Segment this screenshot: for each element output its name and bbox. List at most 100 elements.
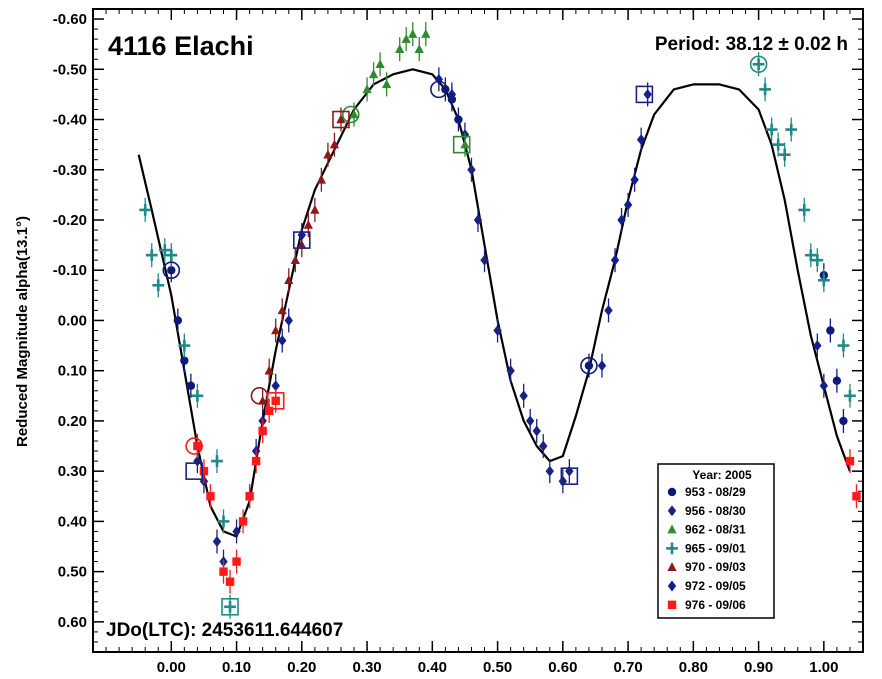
data-point [251,456,261,466]
legend-label: 972 - 09/05 [685,579,746,593]
data-point [284,314,293,326]
data-point [212,536,222,547]
x-tick-label: 0.50 [483,659,512,676]
y-tick-label: 0.10 [58,363,87,380]
legend-marker [667,600,677,609]
y-tick-label: 0.50 [58,564,87,581]
data-point [284,275,294,285]
data-point [597,360,607,372]
data-point [375,59,385,69]
legend-label: 956 - 08/30 [685,504,746,518]
data-point [752,58,765,71]
y-tick-label: 0.60 [58,614,87,631]
data-point [193,441,202,451]
highlight-circle [341,105,360,124]
data-point [158,244,171,257]
legend-marker [666,542,678,555]
ticks-layer: 0.00 0.10 0.20 0.30 0.40 0.50 0.60 0.70 0.80 0.90… [53,8,863,676]
highlight-circle [749,55,768,74]
legend-label: 965 - 09/01 [685,541,746,555]
x-tick-label: 0.00 [157,659,186,676]
data-point [539,440,548,452]
data-point [362,84,372,94]
data-point [225,577,235,586]
data-point [336,114,346,124]
data-point [316,174,327,184]
data-point [278,335,287,347]
data-point [258,426,267,436]
highlight-circle [185,437,203,455]
legend-item: 956 - 08/30 [667,504,746,518]
y-tick-label: -0.40 [53,112,87,129]
data-point [152,279,165,292]
legend-label: 970 - 09/03 [685,560,746,574]
x-tick-label: 0.80 [679,659,708,676]
highlight-square [560,467,579,485]
highlight-square [185,462,203,480]
data-point [480,254,489,266]
series-group [139,52,856,619]
legend-title: Year: 2005 [692,468,752,482]
y-axis-title-group: Reduced Magnitude alpha(13.1°) [14,216,31,447]
highlight-square [293,231,311,249]
data-point [290,255,300,264]
data-point [206,492,215,501]
y-axis-title: Reduced Magnitude alpha(13.1°) [14,216,31,447]
data-point [630,174,639,186]
y-tick-label: -0.10 [53,262,87,279]
data-point [467,164,476,176]
legend-marker [667,524,677,534]
x-tick-label: 0.90 [744,659,773,676]
data-point [368,69,379,79]
legend-item: 965 - 09/01 [666,541,746,555]
data-point [441,85,450,94]
legend-marker [667,580,677,592]
data-point [199,466,209,476]
legend-box [657,463,775,619]
data-point [759,83,771,96]
data-point [519,390,528,402]
data-point [813,340,822,352]
data-point [180,356,189,365]
data-point [845,456,855,466]
data-point [395,44,405,53]
data-point [817,274,830,287]
data-point [558,475,568,487]
data-point [219,567,228,576]
x-tick-label: 0.60 [548,659,577,676]
highlight-square [221,597,239,616]
data-point [421,29,431,38]
data-point [610,254,620,266]
data-point [454,115,463,124]
data-point [329,139,340,149]
data-point [804,249,817,262]
data-point [165,249,178,262]
data-point [191,389,204,402]
highlight-square [635,85,654,104]
plot-layer [137,22,861,619]
legend-label: 953 - 08/29 [685,485,746,499]
y-tick-label: 0.00 [58,312,87,329]
legend-label: 976 - 09/06 [685,598,746,612]
y-tick-label: -0.60 [53,11,87,28]
y-tick-label: 0.20 [58,413,87,430]
data-point [811,254,824,267]
data-point [460,139,470,149]
highlight-circle [430,80,448,99]
y-tick-label: 0.30 [58,463,87,480]
data-point [826,326,835,335]
data-point [178,339,191,352]
data-point [401,34,411,43]
data-point [819,380,829,392]
data-point [271,396,280,406]
data-point [186,381,196,390]
data-point [493,325,502,336]
x-tick-label: 0.70 [613,659,642,676]
data-point [617,214,626,226]
highlight-circle [580,356,598,375]
period-label: Period: 38.12 ± 0.02 h [655,34,848,55]
data-point [139,204,152,216]
data-point [232,557,241,566]
epoch-label: JDo(LTC): 2453611.644607 [106,620,343,641]
